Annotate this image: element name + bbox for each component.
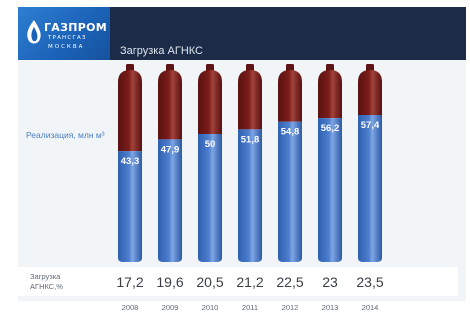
flame-icon bbox=[27, 20, 41, 44]
cylinder-neck bbox=[206, 64, 214, 72]
cylinder-neck bbox=[286, 64, 294, 72]
cylinder-2008: 43,3 bbox=[118, 64, 142, 262]
cylinder-top bbox=[238, 70, 262, 130]
cylinder-neck bbox=[126, 64, 134, 72]
header-bar: ГАЗПРОМ ТРАНСГАЗ МОСКВА Загрузка АГНКС bbox=[18, 7, 466, 60]
year-tick-2009: 2009 bbox=[161, 303, 179, 312]
year-tick-2011: 2011 bbox=[241, 303, 259, 312]
data-label-2012: 54,8 bbox=[281, 127, 300, 138]
cylinder-top bbox=[118, 70, 142, 152]
cylinder-top bbox=[318, 70, 342, 119]
cylinder-neck bbox=[366, 64, 374, 72]
cylinder-2013: 56,2 bbox=[318, 64, 342, 263]
load-value-2009: 19,6 bbox=[156, 274, 184, 290]
data-label-2010: 50 bbox=[205, 139, 216, 150]
gazprom-logo: ГАЗПРОМ ТРАНСГАЗ МОСКВА bbox=[18, 7, 110, 60]
bar-2009 bbox=[158, 139, 182, 262]
load-value-2010: 20,5 bbox=[196, 274, 224, 290]
cylinder-neck bbox=[326, 64, 334, 72]
cylinder-neck bbox=[246, 64, 254, 72]
bar-2008 bbox=[118, 151, 142, 262]
cylinder-2010: 50 bbox=[198, 64, 222, 262]
cylinder-top bbox=[278, 70, 302, 122]
bar-2013 bbox=[318, 118, 342, 263]
y-axis-label: Реализация, млн м³ bbox=[26, 130, 105, 140]
load-value-2008: 17,2 bbox=[116, 274, 144, 290]
load-row bbox=[18, 267, 458, 296]
data-label-2014: 57,4 bbox=[361, 120, 380, 131]
load-value-2012: 22,5 bbox=[276, 274, 304, 290]
year-tick-2008: 2008 bbox=[121, 303, 139, 312]
year-tick-2012: 2012 bbox=[281, 303, 299, 312]
year-tick-2013: 2013 bbox=[321, 303, 339, 312]
cylinder-top bbox=[198, 70, 222, 134]
cylinder-2014: 57,4 bbox=[358, 64, 382, 262]
load-value-2011: 21,2 bbox=[236, 274, 264, 290]
load-value-2014: 23,5 bbox=[356, 274, 384, 290]
bar-2011 bbox=[238, 129, 262, 262]
cylinder-2009: 47,9 bbox=[158, 64, 182, 262]
logo-sub2: МОСКВА bbox=[48, 44, 85, 50]
page-title: Загрузка АГНКС bbox=[120, 45, 204, 57]
data-label-2009: 47,9 bbox=[161, 144, 180, 155]
year-tick-2010: 2010 bbox=[201, 303, 219, 312]
cylinder-top bbox=[158, 70, 182, 140]
year-tick-2014: 2014 bbox=[361, 303, 379, 312]
cylinder-2011: 51,8 bbox=[238, 64, 262, 262]
bar-2010 bbox=[198, 134, 222, 262]
load-value-2013: 23 bbox=[322, 274, 338, 290]
bar-2014 bbox=[358, 115, 382, 262]
load-row-label: Загрузка АГНКС,% bbox=[30, 272, 63, 291]
logo-sub1: ТРАНСГАЗ bbox=[48, 35, 87, 41]
data-label-2011: 51,8 bbox=[241, 134, 260, 145]
data-label-2008: 43,3 bbox=[121, 156, 140, 167]
data-label-2013: 56,2 bbox=[321, 123, 340, 134]
logo-brand: ГАЗПРОМ bbox=[44, 21, 108, 34]
cylinder-top bbox=[358, 70, 382, 116]
cylinder-2012: 54,8 bbox=[278, 64, 302, 262]
bar-2012 bbox=[278, 121, 302, 262]
cylinder-neck bbox=[166, 64, 174, 72]
